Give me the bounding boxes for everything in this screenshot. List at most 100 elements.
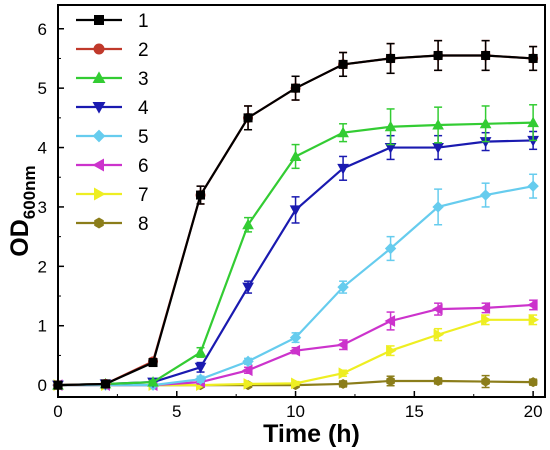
legend-item-1: 1 [76, 11, 149, 32]
data-point [528, 313, 540, 326]
legend: 1 2 3 4 5 6 7 8 [76, 11, 149, 235]
x-tick-label: 15 [405, 402, 424, 421]
legend-item-7: 7 [76, 185, 149, 206]
y-axis-ticks: 0 1 2 3 4 5 6 [38, 20, 64, 395]
x-axis-ticks: 0 5 10 15 20 [53, 391, 543, 421]
data-point [242, 364, 253, 377]
data-point [194, 362, 207, 374]
y-tick-label: 0 [38, 376, 47, 395]
data-point [194, 346, 207, 357]
data-point [289, 205, 302, 216]
data-point [338, 378, 348, 389]
y-tick-label: 1 [38, 317, 47, 336]
data-point [289, 331, 302, 344]
legend-item-3: 3 [76, 69, 149, 90]
data-point [338, 367, 350, 380]
legend-label: 2 [138, 40, 149, 61]
legend-item-4: 4 [76, 98, 149, 119]
y-tick-label: 5 [38, 79, 47, 98]
y-tick-label: 2 [38, 257, 47, 276]
data-point [291, 83, 301, 93]
legend-marker [93, 43, 105, 55]
data-point [432, 303, 443, 315]
data-point [479, 302, 491, 314]
y-tick-label: 4 [38, 139, 47, 158]
legend-label: 4 [138, 98, 149, 119]
y-axis-title: OD600nm [6, 165, 39, 256]
data-point [101, 379, 111, 389]
x-tick-label: 5 [172, 402, 181, 421]
data-point [196, 190, 206, 200]
data-point [433, 50, 443, 60]
data-point [242, 282, 254, 294]
legend-marker [92, 102, 106, 114]
legend-item-5: 5 [76, 127, 149, 148]
data-point [481, 313, 492, 326]
data-point [386, 344, 397, 357]
legend-marker [94, 15, 104, 25]
data-point [384, 315, 396, 327]
data-point [527, 116, 539, 128]
data-point [289, 344, 301, 357]
data-point [337, 126, 349, 138]
y-tick-label: 3 [38, 198, 47, 217]
data-point [147, 376, 159, 387]
data-point [148, 358, 158, 368]
x-tick-label: 20 [524, 402, 543, 421]
data-point [338, 59, 348, 69]
data-point [528, 53, 538, 63]
y-axis-title-subscript: 600nm [20, 165, 39, 219]
data-point [432, 118, 444, 130]
data-point [479, 189, 492, 201]
y-axis-title-main: OD [6, 219, 34, 257]
data-point [479, 117, 492, 129]
legend-label: 1 [138, 11, 149, 32]
data-point [386, 53, 396, 63]
data-point [243, 113, 253, 123]
legend-label: 3 [138, 69, 149, 90]
data-point [481, 376, 490, 387]
x-tick-label: 0 [53, 402, 62, 421]
legend-item-8: 8 [76, 214, 149, 235]
data-point [337, 338, 348, 351]
series-3 [52, 104, 539, 390]
data-point [243, 378, 255, 390]
legend-marker [92, 158, 104, 172]
legend-item-2: 2 [76, 40, 149, 61]
legend-marker [94, 187, 106, 201]
data-point [433, 375, 443, 386]
data-point [291, 377, 302, 390]
legend-marker [94, 217, 104, 229]
data-point [289, 150, 302, 161]
data-point [242, 355, 254, 368]
data-point [432, 201, 444, 213]
data-point [432, 143, 444, 154]
data-point [337, 163, 349, 175]
legend-label: 6 [138, 156, 149, 177]
plot-frame [57, 4, 546, 398]
data-point [433, 328, 445, 341]
x-axis-title: Time (h) [263, 420, 360, 448]
legend-item-6: 6 [76, 156, 149, 177]
data-point [384, 242, 397, 255]
data-point [337, 281, 349, 293]
x-tick-label: 10 [286, 402, 305, 421]
data-point [527, 299, 538, 311]
legend-label: 8 [138, 214, 149, 235]
legend-label: 5 [138, 127, 149, 148]
data-point [384, 120, 397, 132]
legend-marker [92, 71, 106, 83]
legend-label: 7 [138, 185, 149, 206]
series-6 [51, 299, 538, 391]
data-point [481, 50, 491, 60]
data-point [242, 218, 254, 230]
data-point [527, 180, 539, 192]
y-tick-label: 6 [38, 20, 47, 39]
legend-marker [92, 129, 106, 143]
data-point [386, 375, 395, 386]
data-point [194, 373, 207, 385]
plot-area [51, 39, 540, 392]
